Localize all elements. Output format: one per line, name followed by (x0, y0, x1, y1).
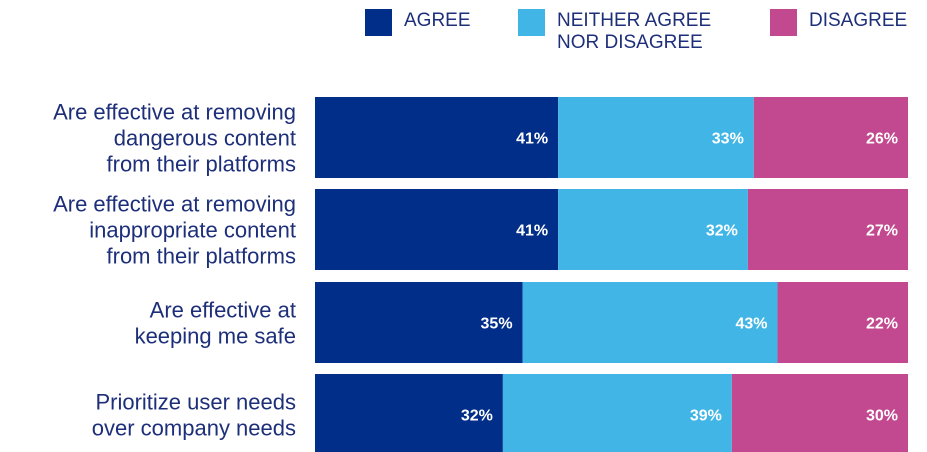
legend-label-line: DISAGREE (809, 10, 907, 31)
category-labels: Are effective at removing dangerous conte… (53, 100, 296, 441)
category-label-2: Are effective at removing inappropriate c… (53, 192, 296, 269)
legend: AGREE NEITHER AGREE NOR DISAGREE DISAGREE (365, 9, 907, 53)
value-label-disagree-row-3: 22% (866, 316, 898, 333)
legend-label-disagree: DISAGREE (809, 10, 907, 31)
category-label-line: Are effective at (150, 298, 296, 323)
category-label-line: dangerous content (114, 126, 296, 151)
value-label-agree-row-2: 41% (516, 223, 548, 240)
value-label-neither-agree-nor-disagree-row-3: 43% (736, 316, 768, 333)
bar-agree-row-4 (315, 374, 503, 452)
bar-neither-agree-nor-disagree-row-1 (558, 97, 754, 178)
bar-disagree-row-1 (753, 97, 908, 178)
legend-label-neither-agree-nor-disagree: NEITHER AGREE NOR DISAGREE (557, 10, 711, 53)
category-label-4: Prioritize user needs over company needs (92, 390, 296, 441)
bar-disagree-row-3 (777, 282, 908, 363)
bars (315, 97, 908, 452)
value-label-disagree-row-4: 30% (866, 408, 898, 425)
category-label-line: Are effective at removing (53, 192, 296, 217)
legend-swatch-agree (365, 9, 392, 36)
legend-label-line: NEITHER AGREE (557, 10, 711, 31)
category-label-3: Are effective at keeping me safe (135, 298, 296, 349)
category-label-line: inappropriate content (89, 218, 296, 243)
bar-neither-agree-nor-disagree-row-3 (522, 282, 778, 363)
legend-label-line: NOR DISAGREE (557, 32, 703, 53)
legend-label-agree: AGREE (404, 10, 471, 31)
value-labels: 41% 33% 26% 41% 32% 27% 35% 43% 22% 32% 39% 30% (461, 131, 898, 425)
category-label-line: Are effective at removing (53, 100, 296, 125)
value-label-agree-row-4: 32% (461, 408, 493, 425)
category-label-line: over company needs (92, 416, 296, 441)
category-label-line: from their platforms (107, 152, 297, 177)
value-label-agree-row-3: 35% (481, 316, 513, 333)
category-label-line: Prioritize user needs (95, 390, 296, 415)
value-label-disagree-row-2: 27% (866, 223, 898, 240)
bar-agree-row-3 (315, 282, 523, 363)
bar-disagree-row-2 (747, 189, 908, 270)
bar-agree-row-1 (315, 97, 559, 178)
bar-disagree-row-4 (731, 374, 908, 452)
bar-neither-agree-nor-disagree-row-4 (502, 374, 732, 452)
value-label-neither-agree-nor-disagree-row-2: 32% (706, 223, 738, 240)
value-label-agree-row-1: 41% (516, 131, 548, 148)
bar-agree-row-2 (315, 189, 559, 270)
category-label-line: keeping me safe (135, 324, 296, 349)
legend-swatch-disagree (770, 9, 797, 36)
value-label-neither-agree-nor-disagree-row-4: 39% (690, 408, 722, 425)
category-label-1: Are effective at removing dangerous conte… (53, 100, 296, 177)
value-label-disagree-row-1: 26% (866, 131, 898, 148)
bar-neither-agree-nor-disagree-row-2 (558, 189, 748, 270)
legend-swatch-neither-agree-nor-disagree (518, 9, 545, 36)
category-label-line: from their platforms (107, 244, 297, 269)
value-label-neither-agree-nor-disagree-row-1: 33% (712, 131, 744, 148)
legend-label-line: AGREE (404, 10, 471, 31)
